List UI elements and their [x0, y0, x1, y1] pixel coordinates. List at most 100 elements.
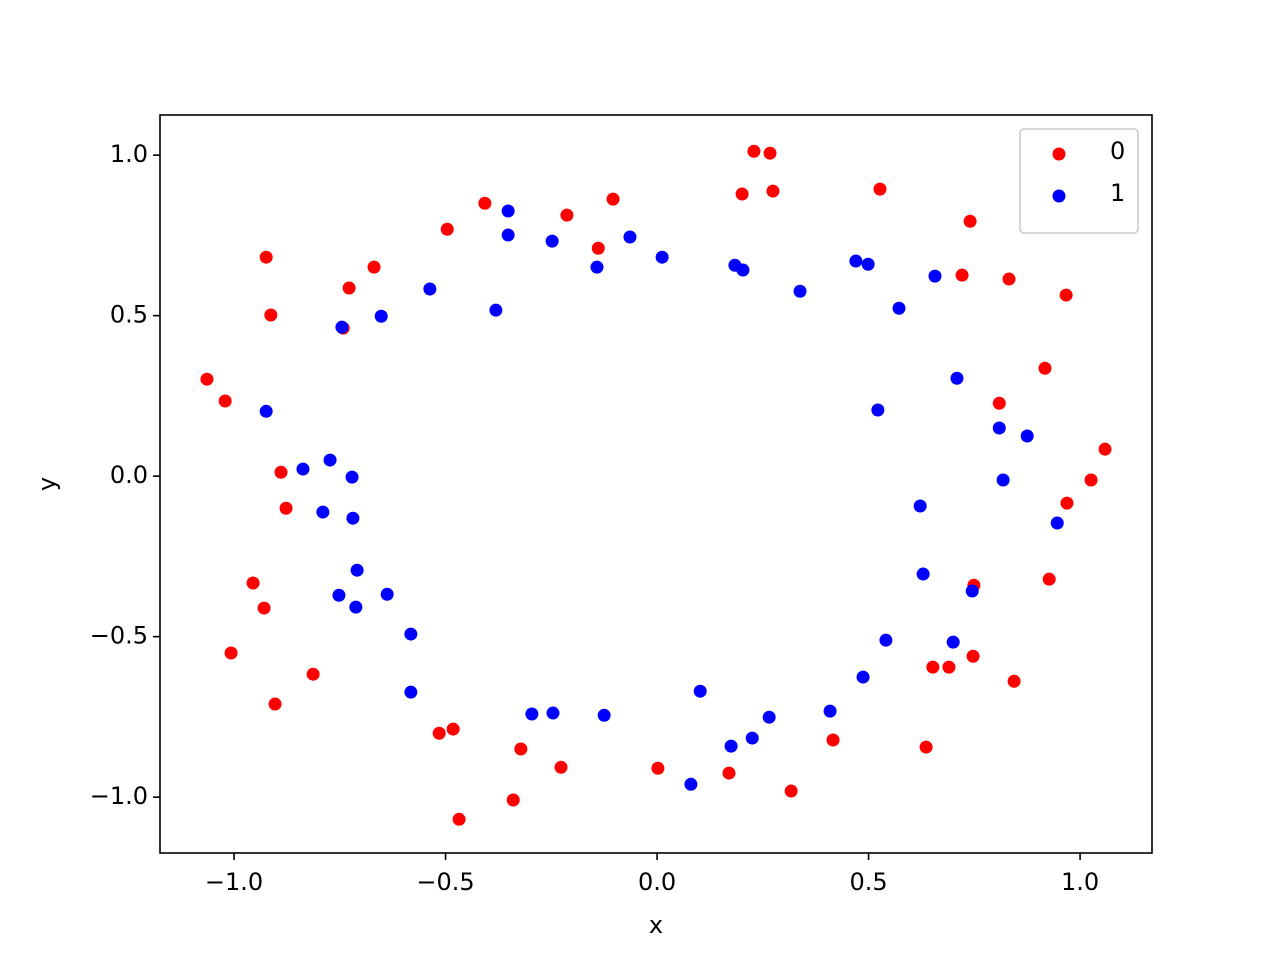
y-tick-label: −0.5 — [90, 622, 148, 650]
point — [296, 462, 310, 476]
point — [1042, 572, 1056, 586]
point — [432, 726, 446, 740]
point — [597, 708, 611, 722]
x-tick-label: −1.0 — [205, 868, 263, 896]
point — [264, 308, 278, 322]
point — [823, 704, 837, 718]
point — [946, 635, 960, 649]
point — [606, 192, 620, 206]
point — [942, 660, 956, 674]
point — [545, 234, 559, 248]
point — [693, 684, 707, 698]
point — [489, 303, 503, 317]
point — [1038, 361, 1052, 375]
point — [274, 465, 288, 479]
point — [1084, 473, 1098, 487]
point — [736, 263, 750, 277]
point — [546, 706, 560, 720]
point — [1050, 516, 1064, 530]
point — [992, 421, 1006, 435]
point — [763, 146, 777, 160]
point — [335, 320, 349, 334]
point — [745, 731, 759, 745]
point — [591, 241, 605, 255]
point — [793, 284, 807, 298]
point — [224, 646, 238, 660]
point — [560, 208, 574, 222]
point — [1002, 272, 1016, 286]
point — [440, 222, 454, 236]
point — [655, 250, 669, 264]
point — [452, 812, 466, 826]
point — [722, 766, 736, 780]
point — [849, 254, 863, 268]
point — [928, 269, 942, 283]
point — [506, 793, 520, 807]
point — [861, 257, 875, 271]
plot-frame — [159, 114, 1153, 854]
point — [623, 230, 637, 244]
point — [871, 403, 885, 417]
point — [246, 576, 260, 590]
y-axis-label: y — [33, 477, 61, 491]
point — [963, 214, 977, 228]
legend-marker — [1052, 147, 1066, 161]
point — [892, 301, 906, 315]
y-tick-label: 0.5 — [110, 301, 148, 329]
point — [332, 588, 346, 602]
point — [873, 182, 887, 196]
y-tick-label: −1.0 — [90, 782, 148, 810]
point — [257, 601, 271, 615]
point — [916, 567, 930, 581]
point — [323, 453, 337, 467]
point — [316, 505, 330, 519]
point — [404, 685, 418, 699]
x-tick-label: −0.5 — [416, 868, 474, 896]
point — [913, 499, 927, 513]
point — [747, 144, 761, 158]
x-tick-label: 0.0 — [638, 868, 676, 896]
point — [926, 660, 940, 674]
point — [478, 196, 492, 210]
point — [259, 404, 273, 418]
point — [651, 761, 665, 775]
point — [735, 187, 749, 201]
point — [501, 228, 515, 242]
x-tick-label: 0.5 — [849, 868, 887, 896]
point — [349, 600, 363, 614]
point — [856, 670, 870, 684]
x-tick-label: 1.0 — [1061, 868, 1099, 896]
point — [279, 501, 293, 515]
point — [684, 777, 698, 791]
point — [346, 511, 360, 525]
point — [879, 633, 893, 647]
point — [724, 739, 738, 753]
point — [501, 204, 515, 218]
point — [404, 627, 418, 641]
x-axis-label: x — [649, 911, 663, 939]
point — [965, 584, 979, 598]
point — [259, 250, 273, 264]
y-tick-label: 0.0 — [110, 461, 148, 489]
point — [342, 281, 356, 295]
point — [514, 742, 528, 756]
point — [200, 372, 214, 386]
point — [992, 396, 1006, 410]
point — [955, 268, 969, 282]
point — [996, 473, 1010, 487]
point — [306, 667, 320, 681]
point — [1059, 288, 1073, 302]
point — [423, 282, 437, 296]
point — [268, 697, 282, 711]
point — [218, 394, 232, 408]
point — [1060, 496, 1074, 510]
point — [350, 563, 364, 577]
point — [367, 260, 381, 274]
point — [525, 707, 539, 721]
point — [762, 710, 776, 724]
point — [826, 733, 840, 747]
point — [345, 470, 359, 484]
legend-box — [1019, 128, 1139, 234]
point — [950, 371, 964, 385]
